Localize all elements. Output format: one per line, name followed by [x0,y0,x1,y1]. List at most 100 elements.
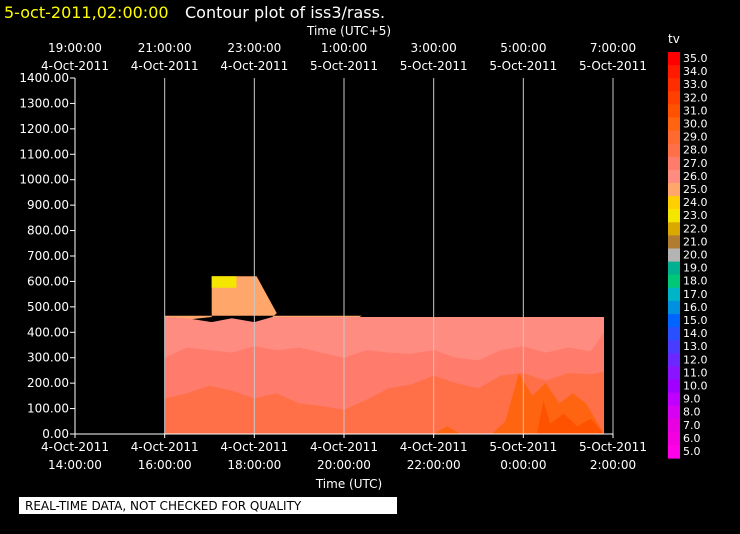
colorbar-value: 32.0 [683,91,708,104]
colorbar-swatch [668,379,680,394]
bottom-tick-time: 18:00:00 [227,458,281,472]
colorbar-value: 13.0 [683,340,708,353]
contour-layer-28-29 [164,371,604,434]
colorbar-value: 31.0 [683,104,708,117]
colorbar-value: 12.0 [683,353,708,366]
bottom-tick-date: 4-Oct-2011 [220,440,288,454]
colorbar-swatch [668,117,680,132]
header-timestamp: 5-oct-2011,02:00:00 [4,3,169,22]
colorbar-swatch [668,143,680,158]
footer-notice-bg [19,497,397,514]
colorbar-label: tv [668,32,680,46]
top-tick-time: 21:00:00 [138,41,192,55]
y-tick-label: 400.00 [27,325,69,339]
bottom-tick-time: 22:00:00 [407,458,461,472]
colorbar-value: 18.0 [683,275,708,288]
axes: 0.00 100.00 200.00 300.00 400.00 500.00 600.00… [19,41,647,472]
colorbar-swatch [668,91,680,105]
top-tick-time: 3:00:00 [411,41,457,55]
colorbar-swatch [668,196,680,210]
top-tick-date: 4-Oct-2011 [41,59,109,73]
contour-layer-25-26 [164,276,362,434]
colorbar-swatch [668,235,680,249]
colorbar-swatch [668,261,680,276]
top-tick-date: 4-Oct-2011 [131,59,199,73]
bottom-tick-date: 4-Oct-2011 [131,440,199,454]
colorbar-value: 15.0 [683,314,708,327]
colorbar-value: 8.0 [683,406,701,419]
colorbar-value: 24.0 [683,196,708,209]
y-tick-label: 500.00 [27,300,69,314]
colorbar-value: 5.0 [683,445,701,458]
bottom-tick-time: 16:00:00 [138,458,192,472]
colorbar-swatch [668,392,680,407]
colorbar-value: 33.0 [683,78,708,91]
y-tick-label: 1400.00 [19,71,69,85]
top-tick-date: 4-Oct-2011 [220,59,288,73]
colorbar-swatch [668,287,680,302]
y-tick-label: 1000.00 [19,173,69,187]
bottom-tick-date: 5-Oct-2011 [489,440,557,454]
colorbar-swatch [668,222,680,236]
y-tick-label: 700.00 [27,249,69,263]
colorbar-value: 16.0 [683,301,708,314]
colorbar-swatch [668,52,680,66]
colorbar-value: 23.0 [683,209,708,222]
colorbar-swatch [668,340,680,354]
bottom-tick-time: 20:00:00 [317,458,371,472]
y-tick-label: 100.00 [27,402,69,416]
top-tick-time: 23:00:00 [227,41,281,55]
colorbar-swatch [668,431,680,446]
colorbar-value: 35.0 [683,52,708,65]
contour-layer-23-24 [211,276,237,288]
colorbar-value: 27.0 [683,157,708,170]
colorbar-swatch [668,418,680,433]
colorbar: tv35.034.033.032.031.030.029.028.027.026… [668,32,708,459]
bottom-tick-date: 4-Oct-2011 [310,440,378,454]
top-axis-label: Time (UTC+5) [306,24,391,38]
colorbar-swatch [668,366,680,380]
bottom-tick-date: 4-Oct-2011 [400,440,468,454]
colorbar-swatch [668,248,680,263]
colorbar-value: 29.0 [683,131,708,144]
footer-notice: REAL-TIME DATA, NOT CHECKED FOR QUALITY [25,499,302,513]
top-tick-date: 5-Oct-2011 [310,59,378,73]
top-tick-date: 5-Oct-2011 [489,59,557,73]
colorbar-value: 30.0 [683,118,708,131]
y-tick-label: 900.00 [27,198,69,212]
colorbar-swatch [668,327,680,341]
bottom-tick-time: 0:00:00 [500,458,546,472]
bottom-axis-label: Time (UTC) [315,477,382,491]
y-tick-label: 1300.00 [19,96,69,110]
colorbar-value: 17.0 [683,288,708,301]
y-tick-label: 300.00 [27,351,69,365]
colorbar-value: 11.0 [683,366,708,379]
colorbar-value: 9.0 [683,393,701,406]
colorbar-value: 19.0 [683,262,708,275]
colorbar-value: 34.0 [683,65,708,78]
bottom-tick-time: 2:00:00 [590,458,636,472]
top-tick-time: 1:00:00 [321,41,367,55]
bottom-tick-date: 4-Oct-2011 [41,440,109,454]
colorbar-swatch [668,65,680,79]
y-tick-label: 600.00 [27,274,69,288]
colorbar-value: 6.0 [683,432,701,445]
y-tick-label: 0.00 [42,427,69,441]
colorbar-value: 7.0 [683,419,701,432]
contour-layers [164,276,604,434]
top-tick-time: 19:00:00 [48,41,102,55]
colorbar-swatch [668,314,680,328]
colorbar-value: 25.0 [683,183,708,196]
top-tick-time: 7:00:00 [590,41,636,55]
colorbar-value: 26.0 [683,170,708,183]
bottom-tick-time: 14:00:00 [48,458,102,472]
colorbar-swatch [668,130,680,145]
colorbar-swatch [668,209,680,223]
colorbar-swatch [668,300,680,315]
colorbar-value: 20.0 [683,249,708,262]
chart-title: Contour plot of iss3/rass. [185,3,385,22]
top-tick-time: 5:00:00 [500,41,546,55]
y-tick-label: 800.00 [27,224,69,238]
colorbar-swatch [668,183,680,197]
